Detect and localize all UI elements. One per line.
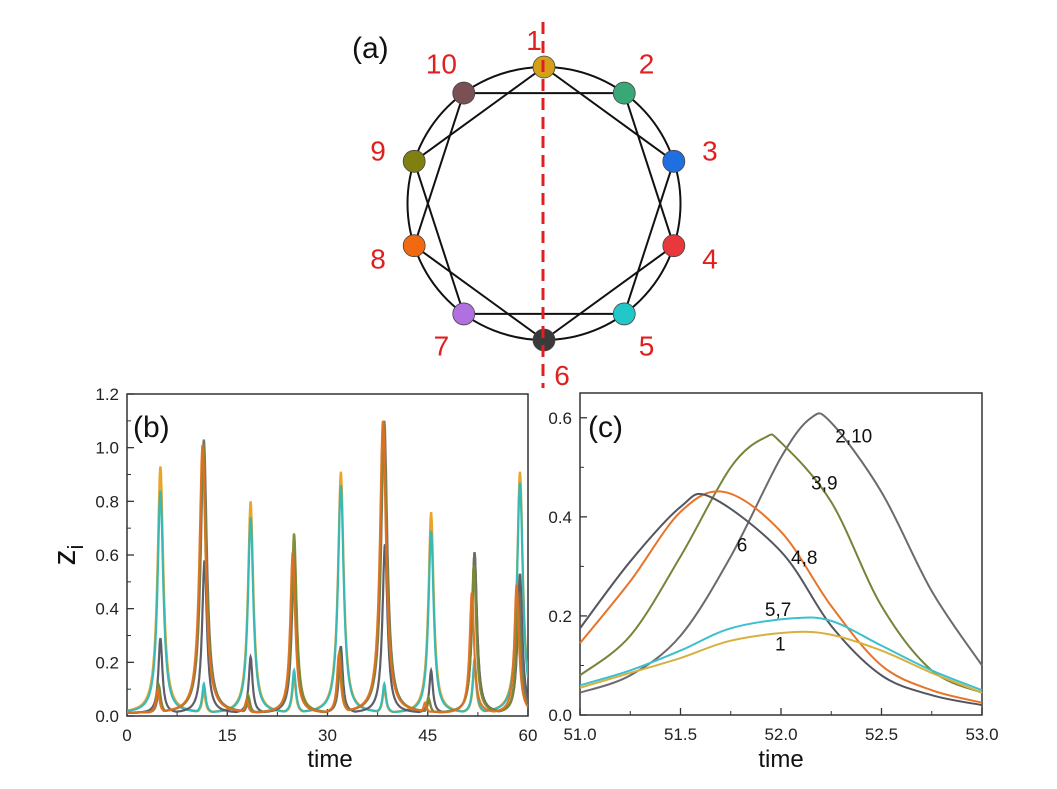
edge-3-5 (623, 161, 675, 315)
panel-a-network-diagram: (a) 1 2 3 4 5 6 7 8 9 10 (352, 22, 718, 391)
panel-c-series-label-1: 1 (775, 635, 786, 656)
panel-c-series-label-5-7: 5,7 (765, 600, 791, 621)
panel-c-series-line-3-9 (579, 433, 983, 694)
panel-c-series-label-3-9: 3,9 (811, 474, 837, 495)
panel-c-xtick-label: 51.5 (664, 725, 697, 744)
panel-c-series-line-4-8 (579, 490, 983, 704)
panel-b-ytick-label: 0.6 (95, 546, 119, 565)
edge-1-3 (543, 66, 675, 163)
node-label-8: 8 (370, 243, 386, 274)
panel-c-ytick-label: 0.2 (548, 607, 572, 626)
panel-a-label: (a) (352, 32, 389, 65)
panel-c-chart: (c) time 51.0 51.5 52.0 52.5 53.0 0.0 0.2 0.4 0.… (548, 392, 999, 773)
panel-b-xtick-label: 15 (218, 726, 237, 745)
ylabel-subscript: i (63, 545, 88, 550)
edge-2-4 (623, 92, 675, 246)
node-label-1: 1 (526, 25, 542, 56)
panel-b-chart: (b) time zi 0 15 30 45 60 0.0 0.2 0.4 0.6 0.8 1.0 1… (46, 385, 537, 773)
panel-c-series-label-4-8: 4,8 (791, 548, 817, 569)
panel-b-xtick-label: 45 (418, 726, 437, 745)
node-4 (662, 234, 686, 258)
panel-b-ytick-label: 1.2 (95, 385, 119, 404)
node-label-2: 2 (639, 48, 655, 79)
panel-c-series-label-2-10: 2,10 (835, 427, 872, 448)
edge-4-6 (543, 244, 675, 341)
panel-c-series-label-6: 6 (737, 536, 748, 557)
panel-c-series-line-6 (579, 492, 983, 707)
panel-c-ytick-label: 0.4 (548, 508, 572, 527)
node-label-3: 3 (702, 136, 718, 167)
edge-1-9 (413, 66, 545, 163)
panel-b-ylabel: zi (46, 545, 88, 566)
panel-b-xtick-label: 0 (122, 726, 131, 745)
panel-b-xtick-label: 30 (318, 726, 337, 745)
panel-b-ytick-label: 1.0 (95, 439, 119, 458)
panel-b-series-line-1 (127, 482, 528, 714)
edge-8-6 (413, 244, 545, 341)
node-label-4: 4 (702, 243, 718, 274)
node-5 (612, 302, 636, 326)
node-3 (662, 149, 686, 173)
node-label-6: 6 (554, 360, 570, 391)
panel-b-xlabel: time (307, 746, 352, 773)
edge-10-8 (413, 92, 465, 246)
ylabel-main: z (46, 549, 82, 565)
node-8 (402, 234, 426, 258)
panel-c-ytick-label: 0.0 (548, 706, 572, 725)
panel-c-xtick-label: 52.5 (865, 725, 898, 744)
panel-c-xlabel: time (758, 746, 803, 773)
panel-b-ytick-label: 0.8 (95, 492, 119, 511)
panel-b-label: (b) (133, 411, 170, 444)
panel-c-ytick-label: 0.6 (548, 409, 572, 428)
panel-b-xtick-label: 60 (519, 726, 538, 745)
panel-c-xtick-label: 53.0 (965, 725, 998, 744)
node-label-9: 9 (370, 136, 386, 167)
panel-c-series-line-5-7 (579, 616, 983, 692)
panel-b-ytick-label: 0.0 (95, 707, 119, 726)
panel-b-ytick-label: 0.4 (95, 600, 119, 619)
panel-c-series-line-1 (579, 630, 983, 694)
node-9 (402, 149, 426, 173)
node-10 (452, 81, 476, 105)
node-label-10: 10 (426, 48, 457, 79)
svg-text:zi: zi (46, 545, 88, 566)
panel-b-series-line-5 (127, 420, 528, 714)
panel-c-xtick-label: 51.0 (563, 725, 596, 744)
panel-c-xtick-label: 52.0 (764, 725, 797, 744)
node-2 (612, 81, 636, 105)
panel-c-series-line-2-10 (579, 412, 983, 694)
edge-9-7 (413, 161, 465, 315)
node-7 (452, 302, 476, 326)
panel-c-label: (c) (588, 411, 623, 444)
node-label-7: 7 (434, 331, 450, 362)
panel-b-ytick-label: 0.2 (95, 653, 119, 672)
node-label-5: 5 (639, 331, 655, 362)
